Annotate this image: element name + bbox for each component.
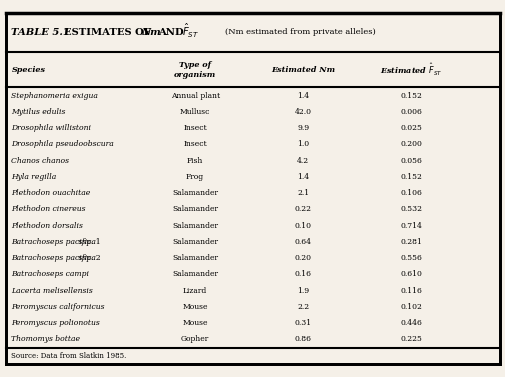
Text: Plethodon dorsalis: Plethodon dorsalis (12, 222, 83, 230)
Text: Type of
organism: Type of organism (174, 61, 216, 78)
Text: 0.714: 0.714 (400, 222, 422, 230)
Text: Mouse: Mouse (182, 303, 208, 311)
Text: Frog: Frog (186, 173, 204, 181)
Text: Nm: Nm (141, 28, 161, 37)
Text: Drosophila pseudoobscura: Drosophila pseudoobscura (12, 140, 114, 149)
Text: ssp. 1: ssp. 1 (76, 238, 101, 246)
Text: Peromyscus polionotus: Peromyscus polionotus (12, 319, 100, 327)
Text: 1.4: 1.4 (296, 92, 309, 100)
Text: 1.9: 1.9 (296, 287, 309, 295)
Text: 0.22: 0.22 (294, 205, 311, 213)
Text: Mytilus edulis: Mytilus edulis (12, 108, 66, 116)
Text: TABLE 5.1: TABLE 5.1 (12, 28, 70, 37)
Text: 1.0: 1.0 (296, 140, 309, 149)
Text: Source: Data from Slatkin 1985.: Source: Data from Slatkin 1985. (12, 352, 127, 360)
Text: Species: Species (12, 66, 45, 74)
Text: Plethodon ouachitae: Plethodon ouachitae (12, 189, 90, 197)
Text: 2.2: 2.2 (296, 303, 309, 311)
Text: Salamander: Salamander (172, 238, 218, 246)
Text: Gopher: Gopher (181, 336, 209, 343)
Text: Annual plant: Annual plant (170, 92, 219, 100)
Text: Salamander: Salamander (172, 270, 218, 278)
Text: 0.152: 0.152 (400, 92, 422, 100)
Text: ssp. 2: ssp. 2 (76, 254, 101, 262)
Text: Batrachoseps pacifica: Batrachoseps pacifica (12, 254, 96, 262)
Text: 9.9: 9.9 (296, 124, 309, 132)
Text: 0.10: 0.10 (294, 222, 311, 230)
Text: 0.152: 0.152 (400, 173, 422, 181)
Text: Plethodon cinereus: Plethodon cinereus (12, 205, 86, 213)
Text: Batrachoseps campi: Batrachoseps campi (12, 270, 89, 278)
Text: Drosophila willistoni: Drosophila willistoni (12, 124, 91, 132)
Text: 2.1: 2.1 (296, 189, 309, 197)
Text: 4.2: 4.2 (296, 156, 309, 165)
Text: Estimated Nm: Estimated Nm (271, 66, 335, 74)
Text: $\hat{F}_{ST}$: $\hat{F}_{ST}$ (181, 22, 198, 40)
Text: 0.200: 0.200 (400, 140, 422, 149)
Text: Batrachoseps pacifica: Batrachoseps pacifica (12, 238, 96, 246)
Text: ESTIMATES OF: ESTIMATES OF (64, 28, 151, 37)
Text: Salamander: Salamander (172, 205, 218, 213)
Text: 0.556: 0.556 (400, 254, 422, 262)
Text: Insect: Insect (183, 140, 207, 149)
Text: 1.4: 1.4 (296, 173, 309, 181)
Text: 0.20: 0.20 (294, 254, 311, 262)
Text: Estimated $\hat{F}_{ST}$: Estimated $\hat{F}_{ST}$ (380, 62, 442, 78)
Text: 0.64: 0.64 (294, 238, 311, 246)
Text: Salamander: Salamander (172, 189, 218, 197)
Text: Mullusc: Mullusc (180, 108, 210, 116)
Text: 0.006: 0.006 (400, 108, 422, 116)
Text: Peromyscus californicus: Peromyscus californicus (12, 303, 105, 311)
Text: 0.446: 0.446 (400, 319, 422, 327)
Text: Stephanomeria exigua: Stephanomeria exigua (12, 92, 98, 100)
Text: 0.025: 0.025 (400, 124, 422, 132)
Text: 0.116: 0.116 (400, 287, 422, 295)
Text: Lizard: Lizard (183, 287, 207, 295)
Text: 0.281: 0.281 (400, 238, 422, 246)
Text: AND: AND (158, 28, 184, 37)
Text: 0.86: 0.86 (294, 336, 311, 343)
Text: 0.056: 0.056 (400, 156, 422, 165)
Text: Fish: Fish (186, 156, 203, 165)
Text: Salamander: Salamander (172, 222, 218, 230)
Text: (Nm estimated from private alleles): (Nm estimated from private alleles) (225, 28, 375, 36)
Text: 0.610: 0.610 (400, 270, 422, 278)
Text: Lacerta melisellensis: Lacerta melisellensis (12, 287, 93, 295)
Text: 0.102: 0.102 (400, 303, 422, 311)
Text: 0.225: 0.225 (400, 336, 422, 343)
Text: 0.106: 0.106 (400, 189, 422, 197)
Text: 0.16: 0.16 (294, 270, 311, 278)
Text: 0.31: 0.31 (294, 319, 311, 327)
Text: Salamander: Salamander (172, 254, 218, 262)
Text: Mouse: Mouse (182, 319, 208, 327)
Text: Thomomys bottae: Thomomys bottae (12, 336, 80, 343)
Text: 0.532: 0.532 (400, 205, 422, 213)
Text: Chanos chanos: Chanos chanos (12, 156, 69, 165)
Text: 42.0: 42.0 (294, 108, 311, 116)
Text: Insect: Insect (183, 124, 207, 132)
Text: Hyla regilla: Hyla regilla (12, 173, 57, 181)
